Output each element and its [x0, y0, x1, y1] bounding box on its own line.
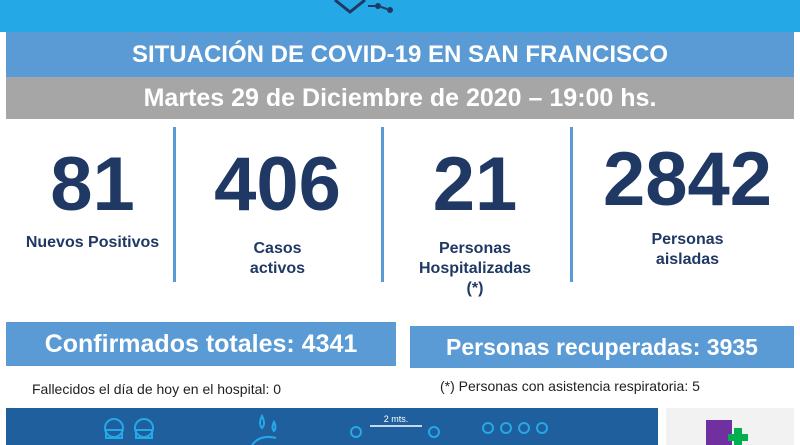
- stat-label: activos: [249, 260, 306, 277]
- divider: [381, 127, 384, 282]
- top-band: [0, 0, 800, 32]
- personas-recuperadas: Personas recuperadas: 3935: [410, 326, 794, 368]
- group-icon: [482, 422, 548, 434]
- distance-label: 2 mts.: [384, 414, 409, 424]
- stat-nuevos-positivos: 81 Nuevos Positivos: [10, 145, 175, 253]
- stat-label: Hospitalizadas: [418, 260, 532, 277]
- hand-wash-icon: [251, 413, 277, 445]
- virus-logo-icon: [334, 0, 393, 14]
- stat-value: 406: [214, 142, 341, 227]
- page-title: SITUACIÓN DE COVID-19 EN SAN FRANCISCO: [6, 32, 794, 77]
- stat-value: 2842: [602, 137, 773, 222]
- prevention-band: 2 mts.: [6, 408, 658, 445]
- stat-label: (*): [466, 280, 484, 297]
- stat-value: 21: [432, 142, 518, 227]
- stat-casos-activos: 406 Casos activos: [190, 145, 365, 279]
- stat-label: Casos: [253, 240, 302, 257]
- confirmados-totales: Confirmados totales: 4341: [6, 322, 396, 366]
- divider: [173, 127, 176, 282]
- distance-icon: 2 mts.: [350, 414, 440, 438]
- asistencia-note: (*) Personas con asistencia respiratoria…: [440, 378, 700, 394]
- stat-label: Personas: [438, 240, 512, 257]
- stat-label: Nuevos Positivos: [25, 234, 160, 251]
- stat-label: aisladas: [655, 251, 720, 268]
- stat-value: 81: [50, 142, 135, 227]
- stat-label: Personas: [651, 231, 724, 248]
- stat-hospitalizadas: 21 Personas Hospitalizadas (*): [400, 145, 550, 299]
- health-logo-box: [666, 408, 794, 445]
- fallecidos-note: Fallecidos el día de hoy en el hospital:…: [32, 381, 282, 397]
- report-date: Martes 29 de Diciembre de 2020 – 19:00 h…: [6, 77, 794, 119]
- stat-aisladas: 2842 Personas aisladas: [585, 140, 790, 270]
- divider: [570, 127, 573, 282]
- masks-icon: [104, 418, 154, 439]
- health-cross-icon: [706, 420, 748, 445]
